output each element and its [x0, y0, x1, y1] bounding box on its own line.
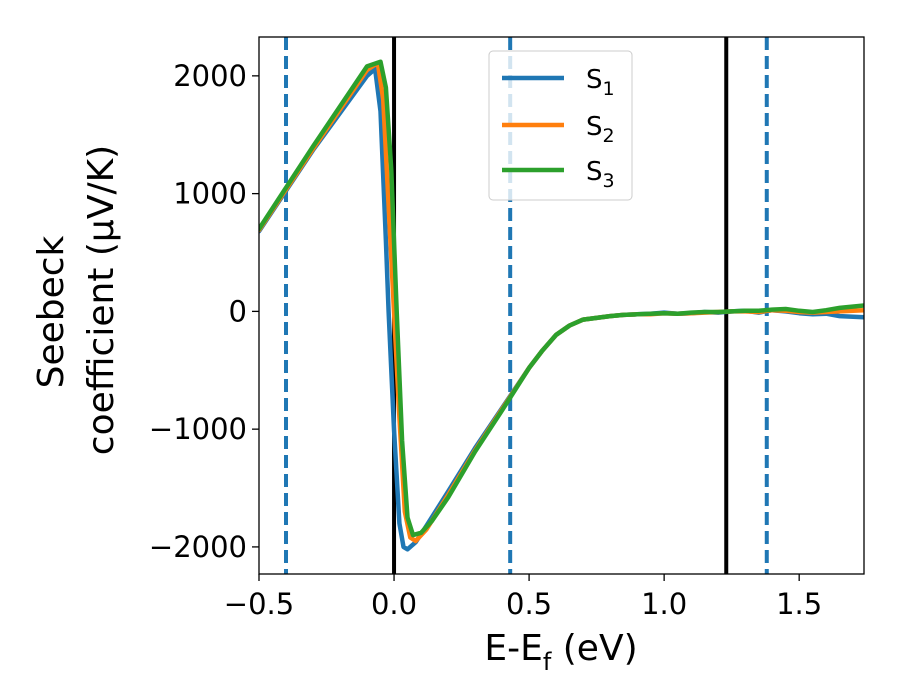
- y-tick-label: −2000: [149, 530, 247, 564]
- x-tick-label: −0.5: [224, 587, 294, 621]
- x-axis-ticks: −0.5 0.0 0.5 1.0 1.5: [224, 574, 822, 621]
- legend-label-s3: S3: [586, 157, 615, 192]
- y-tick-label: −1000: [149, 412, 247, 446]
- series-line-s3: [259, 59, 864, 538]
- y-tick-label: 1000: [173, 177, 247, 211]
- plot-frame: [258, 36, 865, 575]
- series-group: [259, 59, 864, 552]
- x-tick-label: 0.5: [506, 587, 552, 621]
- y-axis-title-line1: Seebeck: [31, 235, 72, 388]
- y-axis-title-line2: coefficient (μV/K): [81, 145, 122, 455]
- x-tick-label: 0.0: [371, 587, 417, 621]
- x-tick-label: 1.0: [641, 587, 687, 621]
- x-axis-title: E-Ef (eV): [484, 628, 637, 676]
- y-axis-ticks: −2000 −1000 0 1000 2000: [149, 59, 259, 564]
- y-tick-label: 0: [229, 294, 247, 328]
- x-tick-label: 1.5: [776, 587, 822, 621]
- legend: S1 S2 S3: [488, 50, 633, 201]
- y-tick-label: 2000: [173, 59, 247, 93]
- legend-label-s2: S2: [586, 112, 615, 147]
- legend-label-s1: S1: [586, 65, 615, 100]
